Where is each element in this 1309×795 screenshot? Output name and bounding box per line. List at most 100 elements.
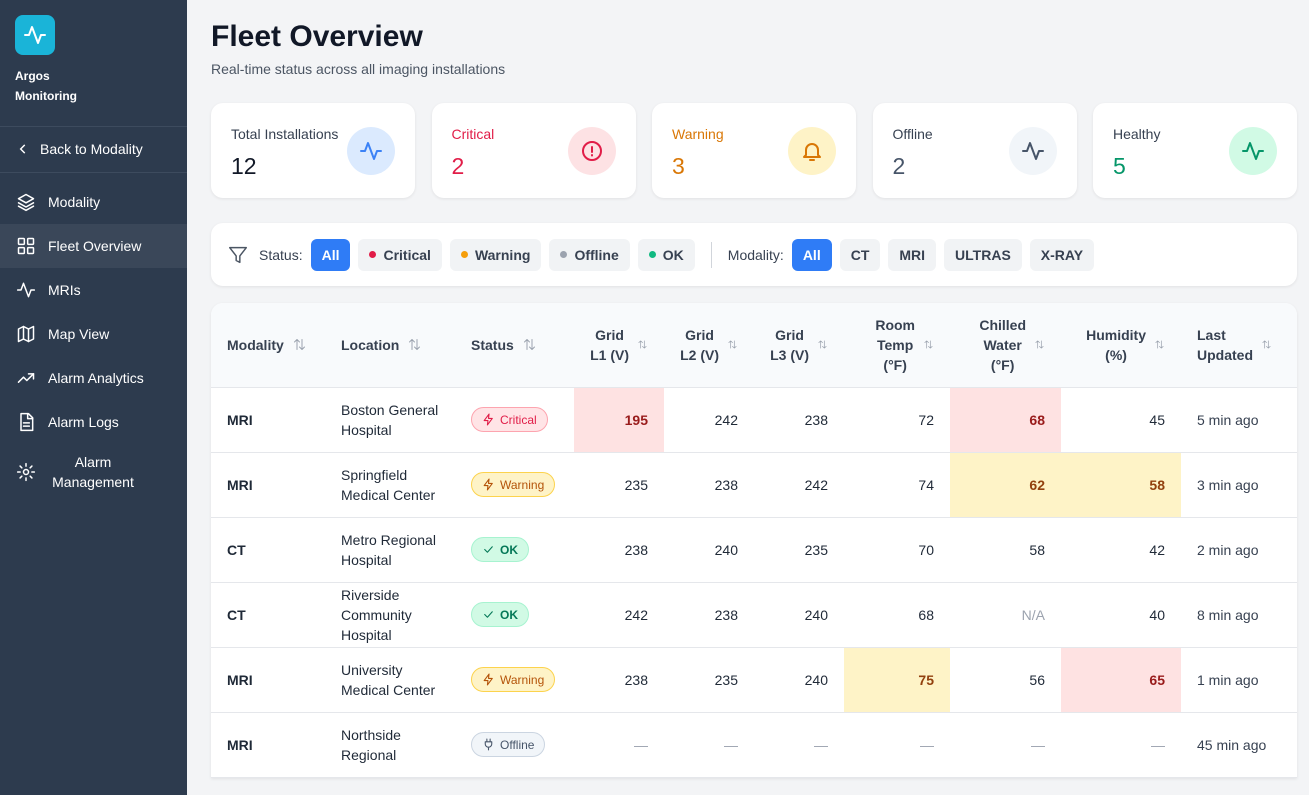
brand-name: Argos: [15, 69, 50, 83]
header-text: Chilled Water (°F): [979, 315, 1026, 375]
updated-cell: 8 min ago: [1181, 582, 1297, 648]
nav-label: Alarm Logs: [48, 414, 119, 430]
nav-item[interactable]: Alarm Logs: [0, 400, 187, 444]
modality-chip[interactable]: MRI: [888, 238, 937, 271]
modality-cell: CT: [211, 582, 325, 648]
updated-cell: 5 min ago: [1181, 387, 1297, 453]
status-badge: Warning: [471, 472, 556, 497]
nav-item[interactable]: Alarm Analytics: [0, 356, 187, 400]
header-text: Status: [471, 335, 514, 355]
value-cell: 68: [844, 582, 950, 648]
header-line: (°F): [883, 356, 907, 373]
column-header[interactable]: Humidity (%): [1061, 303, 1181, 388]
nav-label: Fleet Overview: [48, 238, 142, 254]
table-row[interactable]: MRI Springfield Medical Center Warning 235 2…: [211, 452, 1297, 518]
location-cell: Northside Regional: [325, 712, 455, 778]
status-chip[interactable]: Offline: [549, 238, 630, 271]
status-chip[interactable]: Warning: [449, 238, 542, 271]
nav-item[interactable]: Fleet Overview: [0, 224, 187, 268]
value-cell: 74: [844, 452, 950, 518]
column-header[interactable]: Room Temp (°F): [844, 303, 950, 388]
value-cell: 42: [1061, 517, 1181, 583]
column-header[interactable]: Status: [455, 303, 574, 388]
value-cell: 242: [574, 582, 664, 648]
header-inner: Status: [471, 335, 558, 355]
stat-label: Warning: [672, 126, 724, 142]
modality-chip[interactable]: All: [791, 238, 832, 271]
stat-card: Critical 2: [431, 103, 636, 198]
stat-card: Warning 3: [652, 103, 856, 198]
header-line: L3 (V): [770, 346, 809, 363]
value-cell: 240: [754, 647, 844, 713]
header-line: Modality: [227, 336, 284, 353]
nav-item[interactable]: Map View: [0, 312, 187, 356]
modality-chip[interactable]: X-RAY: [1029, 238, 1095, 271]
location-cell: Riverside Community Hospital: [325, 582, 455, 648]
header-text: Modality: [227, 335, 284, 355]
divider: [0, 126, 187, 127]
status-chip[interactable]: OK: [637, 238, 695, 271]
column-header[interactable]: Last Updated: [1181, 303, 1297, 388]
stat-value: 2: [451, 153, 465, 179]
header-inner: Grid L1 (V): [590, 325, 648, 365]
nav-label: Map View: [48, 326, 110, 342]
modality-cell: MRI: [211, 387, 325, 453]
header-line: Grid: [595, 326, 624, 343]
separator: [710, 241, 712, 268]
nav-label: MRIs: [48, 282, 81, 298]
fleet-table: Modality Location Status Grid L1 (V) Grid L2 (…: [211, 303, 1297, 778]
column-header[interactable]: Chilled Water (°F): [950, 303, 1061, 388]
column-header[interactable]: Grid L2 (V): [664, 303, 754, 388]
column-header[interactable]: Location: [325, 303, 455, 388]
table-row[interactable]: MRI University Medical Center Warning 238 23…: [211, 647, 1297, 713]
stat-value: 12: [231, 153, 257, 179]
status-text: OK: [500, 542, 518, 557]
value-cell: 240: [664, 517, 754, 583]
status-text: Warning: [500, 477, 545, 492]
header-inner: Modality: [227, 335, 309, 355]
back-link[interactable]: Back to Modality: [0, 127, 187, 171]
stat-icon: [1229, 127, 1277, 175]
modality-chip[interactable]: ULTRAS: [944, 238, 1022, 271]
table-row[interactable]: CT Metro Regional Hospital OK 238 240 235 70 58…: [211, 517, 1297, 583]
nav-item[interactable]: Modality: [0, 180, 187, 224]
status-chip[interactable]: All: [310, 238, 351, 271]
header-line: Room: [875, 316, 915, 333]
header-inner: Location: [341, 335, 439, 355]
value-cell: 238: [574, 517, 664, 583]
header-line: Status: [471, 336, 514, 353]
header-line: Updated: [1197, 346, 1253, 363]
header-text: Room Temp (°F): [875, 315, 915, 375]
stat-label: Critical: [451, 126, 495, 142]
chip-label: OK: [662, 246, 684, 263]
table-row[interactable]: MRI Boston General Hospital Critical 195 242…: [211, 387, 1297, 453]
status-badge: Critical: [471, 407, 548, 432]
location-cell: Metro Regional Hospital: [325, 517, 455, 583]
table-row[interactable]: MRI Northside Regional Offline — — — — — —45 min…: [211, 712, 1297, 778]
status-text: Offline: [500, 737, 535, 752]
nav-label: Alarm Management: [52, 454, 134, 490]
column-header[interactable]: Modality: [211, 303, 325, 388]
divider: [0, 172, 187, 173]
value-cell: —: [844, 712, 950, 778]
nav-item[interactable]: Alarm Management: [0, 444, 187, 500]
status-dot: [648, 251, 656, 258]
column-header[interactable]: Grid L3 (V): [754, 303, 844, 388]
location-cell: University Medical Center: [325, 647, 455, 713]
value-cell: 58: [1061, 452, 1181, 518]
value-cell: 235: [754, 517, 844, 583]
header-line: (%): [1105, 346, 1127, 363]
modality-chip[interactable]: CT: [839, 238, 881, 271]
status-cell: Critical: [455, 387, 574, 453]
value-cell: N/A: [950, 582, 1061, 648]
status-chip[interactable]: Critical: [358, 238, 442, 271]
nav-item[interactable]: MRIs: [0, 268, 187, 312]
status-text: Warning: [500, 672, 545, 687]
status-dot: [369, 251, 377, 258]
header-line: Chilled: [979, 316, 1026, 333]
sort-icon: [1154, 339, 1165, 350]
table-row[interactable]: CT Riverside Community Hospital OK 242 238 24…: [211, 582, 1297, 648]
column-header[interactable]: Grid L1 (V): [574, 303, 664, 388]
value-cell: 238: [664, 452, 754, 518]
header-line: Grid: [685, 326, 714, 343]
